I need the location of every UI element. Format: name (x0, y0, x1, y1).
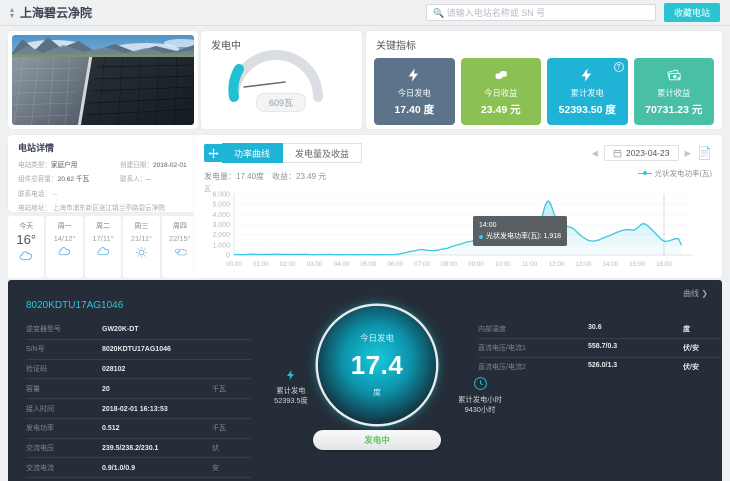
svg-text:5,000: 5,000 (212, 202, 230, 209)
svg-text:09:00: 09:00 (468, 261, 484, 268)
svg-text:15:00: 15:00 (629, 261, 645, 268)
svg-text:03:00: 03:00 (307, 261, 323, 268)
svg-text:13:00: 13:00 (576, 261, 592, 268)
svg-text:12:00: 12:00 (549, 261, 565, 268)
svg-text:10:00: 10:00 (495, 261, 511, 268)
svg-text:6,000: 6,000 (212, 192, 230, 199)
svg-text:02:00: 02:00 (280, 261, 296, 268)
svg-text:04:00: 04:00 (334, 261, 350, 268)
svg-text:4,000: 4,000 (212, 212, 230, 219)
svg-text:2,000: 2,000 (212, 232, 230, 239)
svg-text:0: 0 (226, 253, 230, 260)
svg-text:14:00: 14:00 (602, 261, 618, 268)
svg-text:1,000: 1,000 (212, 242, 230, 249)
svg-text:08:00: 08:00 (441, 261, 457, 268)
svg-text:06:00: 06:00 (387, 261, 403, 268)
svg-text:11:00: 11:00 (522, 261, 538, 268)
svg-text:07:00: 07:00 (414, 261, 430, 268)
svg-text:16:00: 16:00 (656, 261, 672, 268)
svg-text:05:00: 05:00 (361, 261, 377, 268)
svg-text:01:00: 01:00 (253, 261, 269, 268)
svg-text:3,000: 3,000 (212, 222, 230, 229)
svg-text:00:00: 00:00 (226, 261, 242, 268)
